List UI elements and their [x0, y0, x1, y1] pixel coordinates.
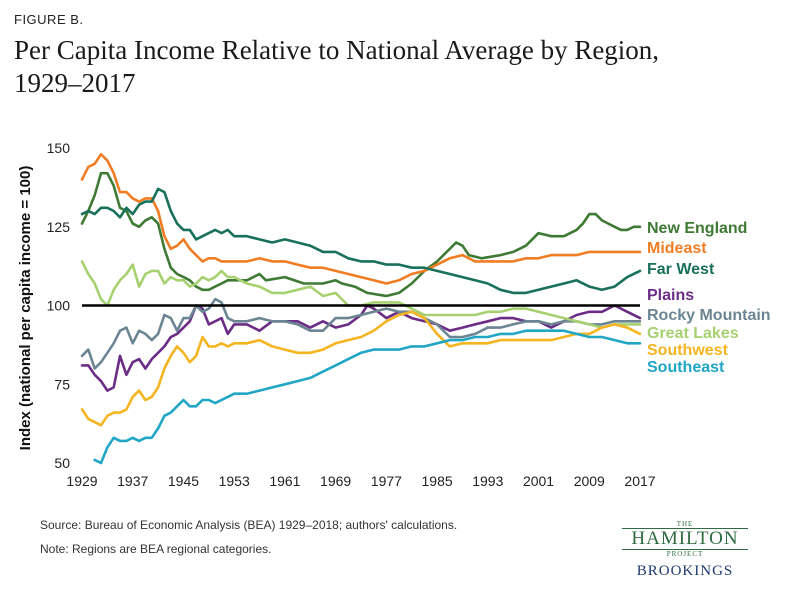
- legend-label-rocky-mountain: Rocky Mountain: [647, 307, 771, 324]
- x-tick-label: 1929: [66, 473, 97, 489]
- y-tick-label: 150: [47, 140, 71, 156]
- y-axis-label: Index (national per capita income = 100): [17, 166, 34, 451]
- logo-brookings: BROOKINGS: [636, 563, 734, 579]
- x-tick-label: 2009: [574, 473, 605, 489]
- x-tick-label: 1961: [269, 473, 300, 489]
- series-line-mideast: [80, 153, 642, 285]
- x-tick-label: 1953: [219, 473, 250, 489]
- x-tick-label: 1969: [320, 473, 351, 489]
- logo-project: PROJECT: [666, 550, 704, 558]
- x-tick-label: 1945: [168, 473, 199, 489]
- y-tick-label: 75: [54, 376, 70, 392]
- y-tick-label: 50: [54, 455, 70, 471]
- x-tick-label: 2001: [523, 473, 554, 489]
- series-line-great-lakes: [80, 260, 642, 329]
- series-line-rocky-mountain: [80, 297, 642, 370]
- y-axis-label-group: Index (national per capita income = 100): [17, 166, 34, 451]
- series-line-far-west: [80, 187, 642, 295]
- figure-label: FIGURE B.: [14, 12, 84, 27]
- series-line-plains: [80, 304, 642, 392]
- source-note: Source: Bureau of Economic Analysis (BEA…: [40, 518, 458, 532]
- series-line-southeast: [93, 329, 642, 465]
- logo-the: THE: [676, 520, 694, 528]
- series-line-southwest: [80, 310, 642, 427]
- legend-label-mideast: Mideast: [647, 240, 707, 257]
- x-tick-label: 1993: [472, 473, 503, 489]
- legend-label-southwest: Southwest: [647, 342, 729, 359]
- y-tick-label: 125: [47, 219, 71, 235]
- legend-label-great-lakes: Great Lakes: [647, 325, 739, 342]
- hamilton-brookings-logo: THE HAMILTON PROJECT BROOKINGS: [610, 520, 760, 580]
- legend-label-southeast: Southeast: [647, 359, 725, 376]
- legend-label-far-west: Far West: [647, 261, 715, 278]
- logo-hamilton: HAMILTON: [622, 528, 748, 550]
- x-tick-label: 1977: [371, 473, 402, 489]
- x-tick-label: 1937: [117, 473, 148, 489]
- legend-label-new-england: New England: [647, 220, 747, 237]
- chart-title: Per Capita Income Relative to National A…: [14, 35, 660, 98]
- y-tick-label: 100: [47, 298, 71, 314]
- legend-label-plains: Plains: [647, 287, 694, 304]
- x-tick-label: 2017: [624, 473, 655, 489]
- series-line-new-england: [80, 171, 642, 298]
- regions-note: Note: Regions are BEA regional categorie…: [40, 542, 272, 556]
- x-tick-label: 1985: [422, 473, 453, 489]
